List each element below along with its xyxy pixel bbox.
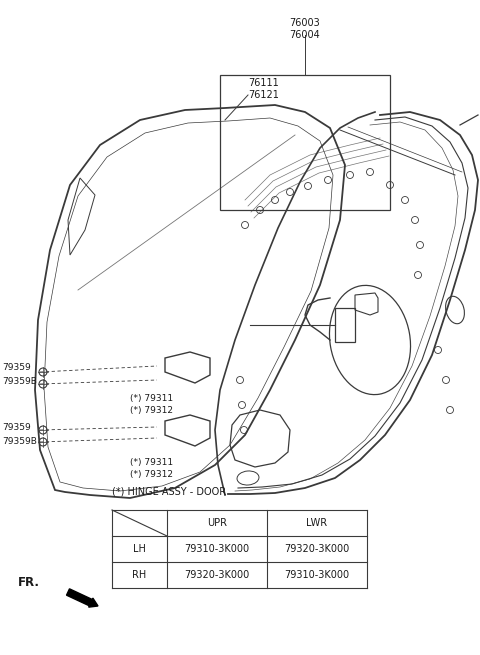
- Bar: [220, 75, 390, 210]
- Text: 79310-3K000: 79310-3K000: [285, 570, 349, 580]
- Text: FR.: FR.: [18, 576, 40, 588]
- Text: LH: LH: [133, 544, 146, 554]
- Text: (*) 79312: (*) 79312: [130, 405, 173, 415]
- Text: 79310-3K000: 79310-3K000: [184, 544, 250, 554]
- Text: 79359B: 79359B: [2, 377, 37, 386]
- Text: UPR: UPR: [207, 518, 227, 528]
- Text: 76111
76121: 76111 76121: [248, 78, 279, 100]
- Text: 79359: 79359: [2, 424, 31, 432]
- FancyArrow shape: [67, 589, 98, 607]
- Text: (*) HINGE ASSY - DOOR: (*) HINGE ASSY - DOOR: [112, 486, 226, 496]
- Text: 76003
76004: 76003 76004: [289, 18, 320, 39]
- Text: (*) 79311: (*) 79311: [130, 394, 173, 403]
- Text: RH: RH: [132, 570, 146, 580]
- Text: LWR: LWR: [306, 518, 327, 528]
- Text: 79359: 79359: [2, 364, 31, 373]
- Text: (*) 79312: (*) 79312: [130, 470, 173, 479]
- Text: 79359B: 79359B: [2, 438, 37, 447]
- Text: 79320-3K000: 79320-3K000: [184, 570, 250, 580]
- Text: (*) 79311: (*) 79311: [130, 457, 173, 466]
- Text: 79320-3K000: 79320-3K000: [284, 544, 349, 554]
